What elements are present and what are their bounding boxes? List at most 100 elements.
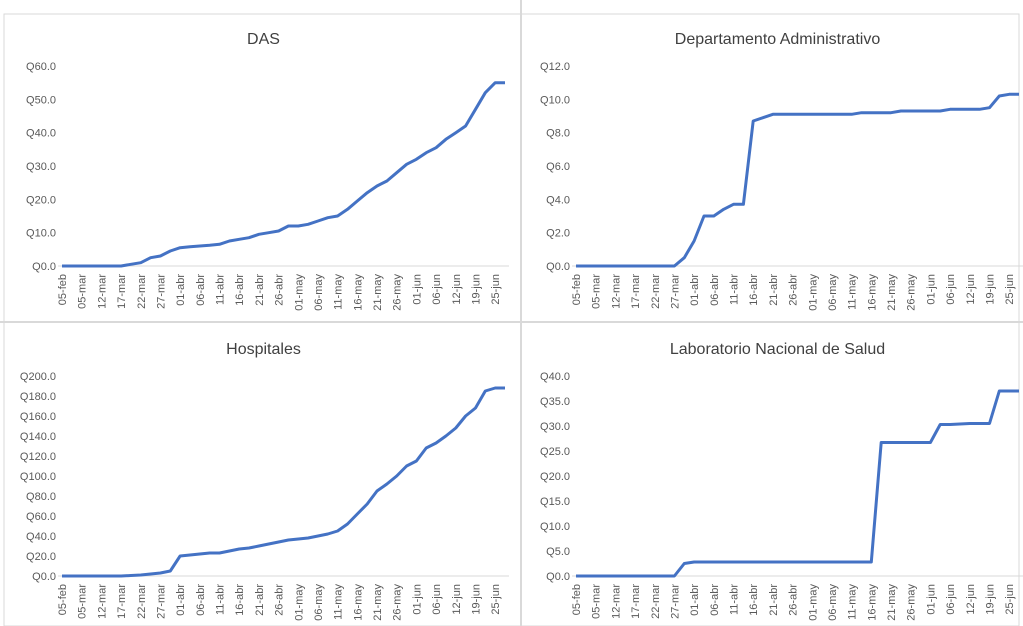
x-tick-label: 26-may (906, 274, 918, 311)
x-tick-label: 06-may (827, 274, 839, 311)
x-tick-label: 16-may (866, 274, 878, 311)
x-tick-label: 06-may (313, 274, 325, 311)
x-tick-label: 12-jun (451, 584, 463, 615)
x-tick-label: 16-may (352, 274, 364, 311)
x-tick-label: 06-abr (195, 584, 207, 616)
x-tick-label: 01-jun (411, 584, 423, 615)
y-tick-label: Q200.0 (20, 371, 56, 383)
chart-title: Departamento Administrativo (675, 31, 881, 48)
x-tick-label: 25-jun (1004, 584, 1016, 615)
data-line (62, 81, 505, 268)
x-tick-label: 21-may (886, 584, 898, 621)
y-tick-label: Q0.0 (546, 261, 570, 273)
x-tick-label: 17-mar (116, 274, 128, 309)
x-tick-label: 21-may (372, 274, 384, 311)
x-tick-label: 01-jun (925, 584, 937, 615)
y-tick-label: Q40.0 (26, 531, 56, 543)
x-tick-label: 12-jun (965, 274, 977, 305)
x-tick-label: 26-abr (274, 584, 286, 616)
x-tick-label: 01-jun (925, 274, 937, 305)
y-tick-label: Q6.0 (546, 161, 570, 173)
x-tick-label: 11-abr (215, 584, 227, 615)
x-tick-label: 16-may (866, 584, 878, 621)
x-tick-label: 01-may (293, 274, 305, 311)
x-tick-label: 21-abr (768, 584, 780, 616)
y-tick-label: Q60.0 (26, 511, 56, 523)
x-tick-label: 25-jun (490, 584, 502, 615)
y-tick-label: Q10.0 (540, 521, 570, 533)
x-tick-label: 26-may (906, 584, 918, 621)
y-tick-label: Q30.0 (540, 421, 570, 433)
x-tick-label: 05-feb (57, 274, 69, 305)
x-tick-label: 11-abr (215, 274, 227, 305)
x-tick-label: 05-mar (591, 274, 603, 309)
y-tick-label: Q5.0 (546, 546, 570, 558)
y-tick-label: Q35.0 (540, 396, 570, 408)
y-tick-label: Q2.0 (546, 228, 570, 240)
chart-title: Laboratorio Nacional de Salud (670, 341, 885, 358)
x-tick-label: 17-mar (630, 584, 642, 619)
x-tick-label: 01-abr (689, 274, 701, 306)
x-tick-label: 05-mar (77, 274, 89, 309)
y-tick-label: Q25.0 (540, 446, 570, 458)
x-tick-label: 22-mar (136, 274, 148, 309)
panel-frame (3, 13, 1020, 626)
data-line (62, 386, 505, 578)
chart-title: DAS (247, 31, 280, 48)
x-tick-label: 27-mar (669, 584, 681, 619)
y-tick-label: Q20.0 (540, 471, 570, 483)
x-tick-label: 25-jun (1004, 274, 1016, 305)
x-tick-label: 11-abr (729, 584, 741, 615)
x-tick-label: 06-jun (945, 274, 957, 305)
y-tick-label: Q80.0 (26, 491, 56, 503)
x-tick-label: 16-abr (234, 584, 246, 616)
x-tick-label: 05-mar (591, 584, 603, 619)
x-tick-label: 27-mar (155, 584, 167, 619)
y-tick-label: Q12.0 (540, 61, 570, 73)
x-tick-label: 11-may (847, 274, 859, 310)
x-tick-label: 19-jun (984, 584, 996, 615)
x-tick-label: 19-jun (984, 274, 996, 305)
x-tick-label: 21-abr (768, 274, 780, 306)
y-tick-label: Q10.0 (540, 94, 570, 106)
x-tick-label: 19-jun (470, 584, 482, 615)
x-tick-label: 16-abr (234, 274, 246, 306)
x-tick-label: 06-jun (431, 274, 443, 305)
y-tick-label: Q20.0 (26, 194, 56, 206)
x-tick-label: 11-may (333, 584, 345, 620)
x-tick-label: 22-mar (136, 584, 148, 619)
x-tick-label: 11-abr (729, 274, 741, 305)
x-tick-label: 01-abr (689, 584, 701, 616)
x-tick-label: 06-abr (709, 584, 721, 616)
x-tick-label: 12-mar (96, 274, 108, 309)
y-tick-label: Q10.0 (26, 228, 56, 240)
x-tick-label: 21-abr (254, 274, 266, 306)
y-tick-label: Q8.0 (546, 128, 570, 140)
x-tick-label: 01-may (807, 274, 819, 311)
x-tick-label: 01-jun (411, 274, 423, 305)
y-tick-label: Q100.0 (20, 471, 56, 483)
x-tick-label: 22-mar (650, 274, 662, 309)
x-tick-label: 17-mar (630, 274, 642, 309)
x-tick-label: 12-jun (451, 274, 463, 305)
x-tick-label: 12-mar (610, 274, 622, 309)
x-tick-label: 11-may (333, 274, 345, 310)
x-tick-label: 21-may (886, 274, 898, 311)
x-tick-label: 06-may (313, 584, 325, 621)
x-tick-label: 17-mar (116, 584, 128, 619)
x-tick-label: 21-abr (254, 584, 266, 616)
y-tick-label: Q140.0 (20, 431, 56, 443)
y-tick-label: Q4.0 (546, 194, 570, 206)
y-tick-label: Q40.0 (26, 128, 56, 140)
x-tick-label: 01-abr (175, 584, 187, 616)
x-tick-label: 12-mar (96, 584, 108, 619)
y-tick-label: Q20.0 (26, 551, 56, 563)
x-tick-label: 16-may (352, 584, 364, 621)
data-line (576, 92, 1019, 268)
y-tick-label: Q30.0 (26, 161, 56, 173)
x-tick-label: 19-jun (470, 274, 482, 305)
x-tick-label: 22-mar (650, 584, 662, 619)
x-tick-label: 26-abr (788, 584, 800, 616)
